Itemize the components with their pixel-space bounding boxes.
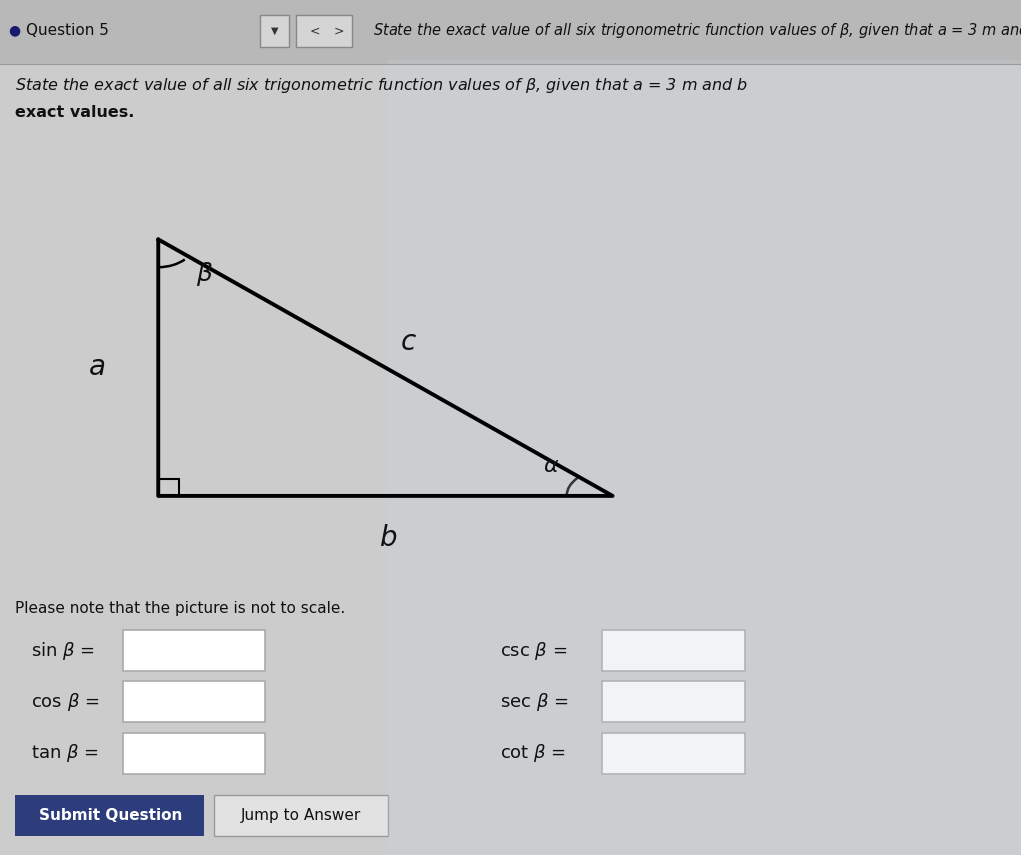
Bar [123, 681, 265, 722]
Text: State the exact value of all six trigonometric function values of $\beta$, given: State the exact value of all six trigono… [15, 76, 748, 95]
Text: sec $\beta$ =: sec $\beta$ = [500, 691, 569, 713]
Text: <: < [309, 24, 320, 38]
Text: sin $\beta$ =: sin $\beta$ = [31, 640, 95, 662]
Text: cot $\beta$ =: cot $\beta$ = [500, 742, 567, 764]
Bar [15, 795, 204, 836]
Bar [388, 60, 1021, 855]
Text: >: > [334, 24, 344, 38]
Bar [158, 479, 179, 496]
Bar [602, 630, 745, 671]
Text: $\beta$: $\beta$ [196, 260, 212, 287]
Text: Submit Question: Submit Question [39, 808, 182, 823]
Bar [214, 795, 388, 836]
Text: $\alpha$: $\alpha$ [543, 455, 560, 477]
Text: Please note that the picture is not to scale.: Please note that the picture is not to s… [15, 601, 345, 616]
Text: csc $\beta$ =: csc $\beta$ = [500, 640, 568, 662]
Bar [602, 681, 745, 722]
Bar [296, 15, 352, 47]
Bar [123, 733, 265, 774]
Text: $a$: $a$ [89, 354, 105, 381]
Text: $c$: $c$ [400, 328, 417, 356]
Bar [123, 630, 265, 671]
Bar [260, 15, 289, 47]
Text: $b$: $b$ [379, 525, 397, 552]
Bar [0, 0, 1021, 64]
Text: tan $\beta$ =: tan $\beta$ = [31, 742, 98, 764]
Text: ●: ● [8, 24, 20, 38]
Text: exact values.: exact values. [15, 105, 135, 121]
Text: ▼: ▼ [271, 26, 279, 36]
Text: cos $\beta$ =: cos $\beta$ = [31, 691, 99, 713]
Bar [602, 733, 745, 774]
Text: State the exact value of all six trigonometric function values of $\beta$, given: State the exact value of all six trigono… [373, 21, 1021, 40]
Text: Question 5: Question 5 [26, 23, 108, 38]
Text: Jump to Answer: Jump to Answer [241, 808, 361, 823]
